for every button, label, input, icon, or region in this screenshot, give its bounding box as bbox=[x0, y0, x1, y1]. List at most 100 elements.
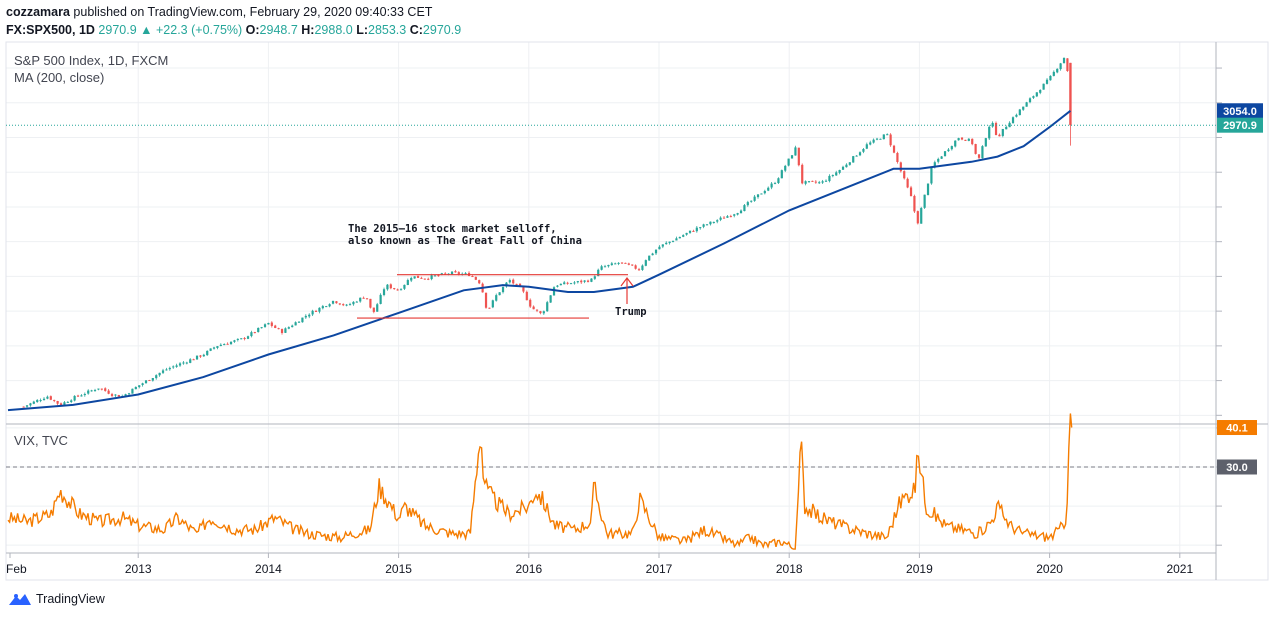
time-axis-label: 2021 bbox=[1166, 562, 1193, 576]
candle-down bbox=[365, 298, 369, 300]
candle-up bbox=[260, 327, 263, 329]
candle-down bbox=[977, 154, 981, 158]
symbol-info: FX:SPX500, 1D 2970.9 ▲ +22.3 (+0.75%) O:… bbox=[6, 23, 461, 37]
candle-up bbox=[29, 403, 32, 406]
candle-up bbox=[671, 240, 675, 242]
trump-annotation[interactable]: Trump bbox=[615, 277, 647, 318]
candle-down bbox=[971, 138, 974, 145]
candle-up bbox=[841, 166, 845, 170]
candle-up bbox=[1001, 128, 1004, 136]
candle-up bbox=[352, 301, 355, 305]
candle-up bbox=[770, 183, 773, 188]
ma-price-label: 3054.0 bbox=[1217, 103, 1263, 119]
candle-up bbox=[858, 152, 862, 156]
candle-up bbox=[1056, 68, 1059, 73]
candle-down bbox=[903, 171, 906, 179]
candle-down bbox=[100, 388, 103, 390]
candle-up bbox=[501, 286, 505, 293]
candle-up bbox=[950, 146, 953, 150]
vix-last-value: 40.1 bbox=[1226, 423, 1247, 435]
candle-up bbox=[291, 325, 294, 328]
candle-down bbox=[627, 263, 630, 265]
candle-down bbox=[692, 230, 695, 232]
low-label: L: bbox=[356, 23, 368, 37]
ma-200-line[interactable] bbox=[7, 110, 1072, 412]
candle-up bbox=[304, 315, 307, 318]
change-value: +22.3 (+0.75%) bbox=[156, 23, 243, 37]
candle-up bbox=[195, 355, 199, 360]
last-price-badge bbox=[1217, 117, 1263, 133]
trump-label: Trump bbox=[615, 306, 647, 318]
candle-up bbox=[943, 151, 947, 157]
candle-up bbox=[794, 147, 797, 156]
candle-down bbox=[427, 278, 430, 280]
candle-down bbox=[960, 137, 964, 140]
candle-down bbox=[59, 403, 63, 406]
candle-up bbox=[926, 183, 930, 195]
candle-up bbox=[654, 249, 658, 254]
candle-up bbox=[70, 400, 73, 402]
candle-up bbox=[709, 221, 712, 225]
candle-up bbox=[556, 285, 559, 287]
candle-down bbox=[226, 343, 229, 345]
candle-up bbox=[311, 310, 314, 315]
candle-up bbox=[267, 322, 270, 325]
candle-down bbox=[974, 143, 977, 154]
candle-up bbox=[66, 401, 69, 403]
candle-up bbox=[777, 178, 780, 184]
candle-down bbox=[892, 145, 896, 153]
tradingview-brand[interactable]: TradingView bbox=[8, 592, 105, 606]
candle-up bbox=[743, 205, 746, 212]
main-series-title[interactable]: S&P 500 Index, 1D, FXCM bbox=[14, 53, 168, 68]
candle-down bbox=[444, 273, 447, 275]
candle-down bbox=[274, 325, 277, 328]
vix-last-badge bbox=[1217, 420, 1257, 436]
time-axis-label: 2017 bbox=[646, 562, 673, 576]
candle-down bbox=[423, 278, 426, 280]
candle-up bbox=[450, 271, 454, 275]
candle-up bbox=[988, 126, 991, 139]
candle-up bbox=[617, 262, 620, 264]
candle-down bbox=[1066, 58, 1069, 72]
candle-up bbox=[83, 393, 86, 396]
candle-up bbox=[756, 194, 760, 198]
candle-up bbox=[376, 304, 379, 312]
candle-up bbox=[1039, 89, 1042, 93]
candle-up bbox=[763, 191, 766, 194]
time-axis[interactable]: Feb 2013 2014 2015 2016 2017 2018 2019 2020 2021 bbox=[6, 553, 1193, 576]
candle-up bbox=[25, 405, 29, 407]
candle-up bbox=[90, 390, 93, 392]
candle-up bbox=[141, 383, 144, 386]
selloff-annotation[interactable]: The 2015–16 stock market selloff, also k… bbox=[348, 223, 628, 319]
candle-up bbox=[563, 282, 566, 285]
candle-up bbox=[178, 363, 182, 366]
candle-up bbox=[678, 236, 681, 239]
vix-title[interactable]: VIX, TVC bbox=[14, 433, 68, 448]
candle-down bbox=[117, 395, 120, 397]
candle-up bbox=[879, 138, 882, 140]
candle-down bbox=[49, 396, 52, 400]
time-axis-label: 2013 bbox=[125, 562, 152, 576]
vix-line[interactable] bbox=[7, 413, 1073, 550]
candle-down bbox=[389, 284, 392, 289]
ma-indicator-title[interactable]: MA (200, close) bbox=[14, 70, 104, 85]
candle-down bbox=[76, 395, 80, 397]
candle-up bbox=[668, 241, 671, 244]
candle-up bbox=[63, 402, 66, 406]
candle-up bbox=[600, 266, 603, 270]
candle-up bbox=[87, 390, 90, 394]
candle-up bbox=[886, 134, 889, 136]
candle-down bbox=[416, 275, 420, 278]
candle-up bbox=[784, 165, 787, 171]
vix-last-label: 40.1 bbox=[1217, 420, 1257, 436]
candle-up bbox=[610, 263, 613, 266]
candle-down bbox=[566, 282, 569, 284]
candle-up bbox=[855, 155, 858, 157]
publisher-name[interactable]: cozzamara bbox=[6, 5, 70, 19]
candle-up bbox=[804, 181, 807, 184]
open-value: 2948.7 bbox=[259, 23, 298, 37]
candle-up bbox=[175, 365, 178, 367]
candle-up bbox=[348, 304, 352, 306]
candle-up bbox=[1018, 109, 1021, 116]
